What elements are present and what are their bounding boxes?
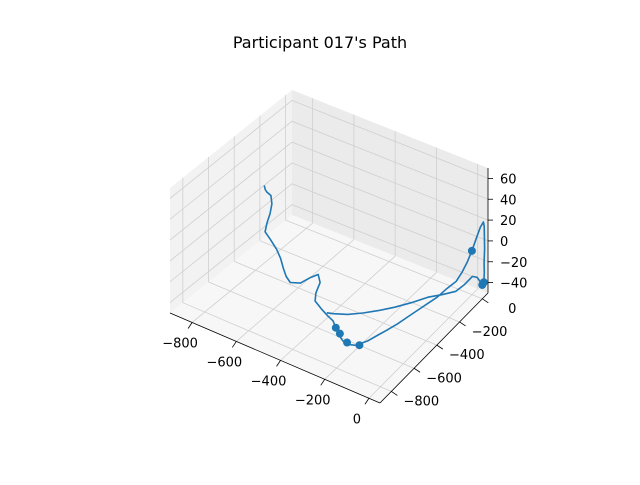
z-tick-label: 60 <box>500 172 517 187</box>
z-tick-label: −20 <box>500 256 527 271</box>
z-grid <box>169 162 489 262</box>
x-tick-mark <box>187 322 193 329</box>
path-marker <box>467 246 476 255</box>
y-grid-floor <box>208 281 415 369</box>
y-tick-label: −400 <box>449 348 485 363</box>
x-grid-floor <box>280 255 396 361</box>
path-marker <box>478 280 487 289</box>
path-marker <box>343 338 352 347</box>
y-tick-label: −200 <box>472 325 508 340</box>
y-grid-floor <box>234 261 437 346</box>
x-grid-floor <box>324 272 437 380</box>
y-tick-mark <box>459 321 466 327</box>
x-tick-label: −400 <box>251 374 287 389</box>
y-tick-label: 0 <box>508 302 516 317</box>
y-grid-floor <box>182 302 392 392</box>
x-tick-mark <box>276 360 281 367</box>
x-tick-label: −200 <box>295 393 331 408</box>
y-tick-label: −800 <box>404 394 440 409</box>
chart-title: Participant 017's Path <box>232 33 408 52</box>
floor-pane <box>170 215 488 403</box>
x-grid-floor <box>236 239 355 342</box>
z-tick-label: 40 <box>500 193 517 208</box>
path-marker <box>335 329 344 338</box>
x-tick-label: −800 <box>162 336 198 351</box>
path-marker <box>331 323 340 332</box>
y-tick-mark <box>482 298 489 304</box>
x-tick-label: −600 <box>206 355 242 370</box>
z-grid <box>169 99 489 199</box>
y-tick-mark <box>436 344 444 350</box>
x-grid-floor <box>368 288 478 399</box>
x-tick-label: 0 <box>353 412 361 427</box>
z-grid <box>169 183 489 283</box>
z-tick-label: 20 <box>500 214 517 229</box>
y-tick-mark <box>413 367 421 373</box>
y-tick-mark <box>391 391 398 396</box>
z-tick-label: 0 <box>500 235 508 250</box>
y-grid-floor <box>259 240 460 323</box>
path-line <box>263 185 486 347</box>
path-marker <box>355 341 364 350</box>
x-tick-mark <box>320 379 326 386</box>
x-tick-mark <box>364 398 370 405</box>
z-grid <box>169 204 489 303</box>
x-grid-floor <box>191 222 313 323</box>
z-grid <box>169 120 489 220</box>
y-axis-line <box>379 292 489 404</box>
y-tick-label: −600 <box>426 371 462 386</box>
x-tick-mark <box>231 341 237 348</box>
x-axis-line <box>169 312 381 404</box>
z-tick-label: −40 <box>500 277 527 292</box>
z-grid <box>169 141 489 241</box>
